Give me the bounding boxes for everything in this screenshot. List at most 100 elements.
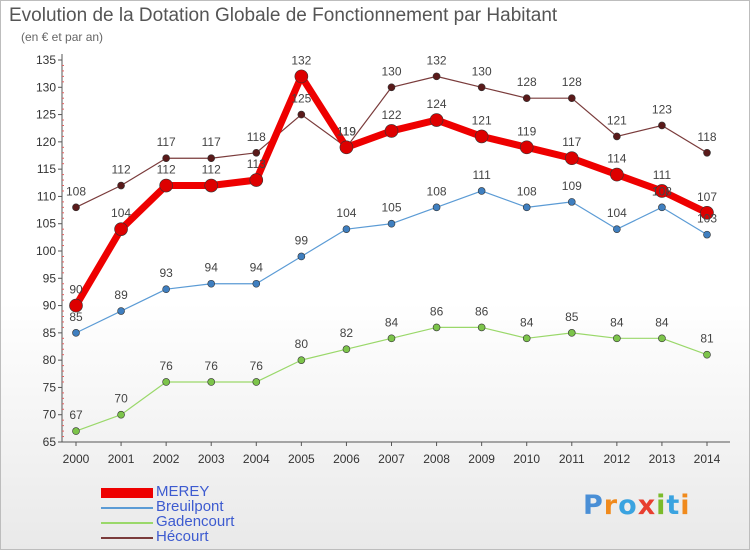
y-tick-label: 70	[43, 408, 57, 422]
logo-letter: i	[656, 490, 667, 521]
data-label-merey: 90	[69, 283, 83, 297]
data-point-gadencourt	[117, 410, 125, 419]
data-point-breuilpont	[207, 279, 216, 288]
data-point-breuilpont	[477, 187, 486, 195]
logo-letter: o	[618, 490, 638, 521]
y-tick-label: 130	[36, 80, 56, 94]
data-point-breuilpont	[162, 285, 170, 294]
y-tick-label: 125	[36, 108, 56, 122]
data-label-merey: 112	[202, 163, 221, 177]
data-label-breuilpont: 111	[473, 168, 492, 182]
logo-letter: t	[666, 490, 681, 521]
data-point-breuilpont	[658, 203, 666, 212]
data-label-gadencourt: 84	[520, 315, 534, 329]
data-point-breuilpont	[387, 219, 396, 228]
logo-letter: x	[637, 490, 657, 521]
data-label-merey: 107	[697, 190, 717, 204]
series-line-gadencourt	[75, 326, 708, 432]
data-label-gadencourt: 70	[114, 392, 128, 406]
data-point-merey	[700, 206, 714, 220]
data-point-hecourt	[477, 83, 486, 92]
x-tick-label: 2010	[513, 452, 540, 466]
data-point-merey	[204, 178, 219, 193]
data-point-hecourt	[117, 181, 125, 190]
logo-letter: P	[583, 490, 604, 521]
data-label-gadencourt: 85	[565, 310, 579, 324]
data-label-breuilpont: 94	[250, 261, 264, 275]
proxiti-logo: Proxiti	[583, 490, 691, 521]
data-point-hecourt	[252, 148, 261, 157]
data-label-breuilpont: 99	[295, 233, 309, 247]
legend-swatch-breuilpont	[101, 507, 153, 509]
y-tick-label: 80	[43, 353, 57, 367]
data-point-hecourt	[207, 154, 216, 163]
data-label-merey: 124	[427, 97, 447, 111]
x-tick-label: 2008	[423, 452, 450, 466]
data-label-gadencourt: 76	[250, 359, 264, 373]
data-point-hecourt	[613, 132, 621, 141]
data-label-merey: 121	[472, 113, 492, 127]
data-point-merey	[519, 140, 534, 155]
data-label-breuilpont: 109	[562, 179, 582, 193]
x-tick-label: 2012	[604, 452, 631, 466]
data-label-gadencourt: 67	[69, 408, 83, 422]
data-point-gadencourt	[252, 378, 261, 386]
data-label-merey: 104	[111, 206, 131, 220]
data-label-hecourt: 118	[697, 130, 716, 144]
data-point-hecourt	[522, 94, 531, 102]
data-label-hecourt: 123	[652, 102, 672, 116]
data-point-merey	[249, 173, 264, 187]
data-point-merey	[159, 178, 173, 193]
data-label-breuilpont: 104	[336, 206, 356, 220]
data-label-hecourt: 128	[562, 75, 582, 89]
data-label-breuilpont: 108	[517, 184, 537, 198]
data-label-hecourt: 117	[157, 135, 176, 149]
data-label-breuilpont: 94	[205, 261, 219, 275]
legend-label-merey: MEREY	[156, 483, 210, 500]
data-label-hecourt: 125	[291, 92, 311, 106]
data-label-gadencourt: 82	[340, 326, 354, 340]
data-label-breuilpont: 108	[652, 184, 672, 198]
data-point-hecourt	[297, 110, 306, 119]
legend-swatch-merey	[101, 488, 153, 498]
y-tick-label: 135	[36, 53, 56, 67]
data-label-breuilpont: 85	[69, 310, 83, 324]
data-point-merey	[474, 129, 489, 144]
data-label-breuilpont: 103	[697, 212, 717, 226]
data-point-gadencourt	[162, 378, 170, 386]
data-point-merey	[655, 184, 669, 198]
y-tick-label: 120	[36, 135, 56, 149]
x-tick-label: 2009	[468, 452, 495, 466]
data-point-hecourt	[658, 121, 666, 130]
data-label-merey: 122	[381, 108, 401, 122]
x-tick-label: 2001	[108, 452, 135, 466]
data-point-hecourt	[432, 72, 441, 81]
chart-subtitle: (en € et par an)	[21, 30, 104, 44]
data-point-breuilpont	[613, 225, 621, 233]
x-tick-label: 2006	[333, 452, 360, 466]
data-point-breuilpont	[72, 329, 80, 337]
legend-swatch-hecourt	[101, 537, 153, 539]
data-point-gadencourt	[207, 378, 216, 386]
data-label-merey: 112	[157, 163, 176, 177]
data-label-breuilpont: 104	[607, 206, 627, 220]
data-label-hecourt: 121	[607, 113, 627, 127]
data-label-hecourt: 119	[337, 124, 356, 138]
data-point-breuilpont	[567, 198, 576, 206]
data-point-merey	[339, 140, 354, 155]
x-tick-label: 2000	[63, 452, 90, 466]
x-tick-label: 2002	[153, 452, 180, 466]
data-label-hecourt: 130	[381, 64, 401, 78]
data-point-hecourt	[72, 203, 80, 212]
data-point-breuilpont	[432, 203, 441, 212]
data-label-gadencourt: 84	[385, 315, 399, 329]
data-point-gadencourt	[567, 329, 576, 337]
logo-letter: i	[680, 490, 691, 521]
data-point-merey	[384, 124, 399, 138]
data-point-merey	[564, 151, 579, 166]
data-point-breuilpont	[297, 252, 306, 261]
data-label-merey: 119	[517, 124, 536, 138]
legend-label-gadencourt: Gadencourt	[156, 513, 235, 530]
